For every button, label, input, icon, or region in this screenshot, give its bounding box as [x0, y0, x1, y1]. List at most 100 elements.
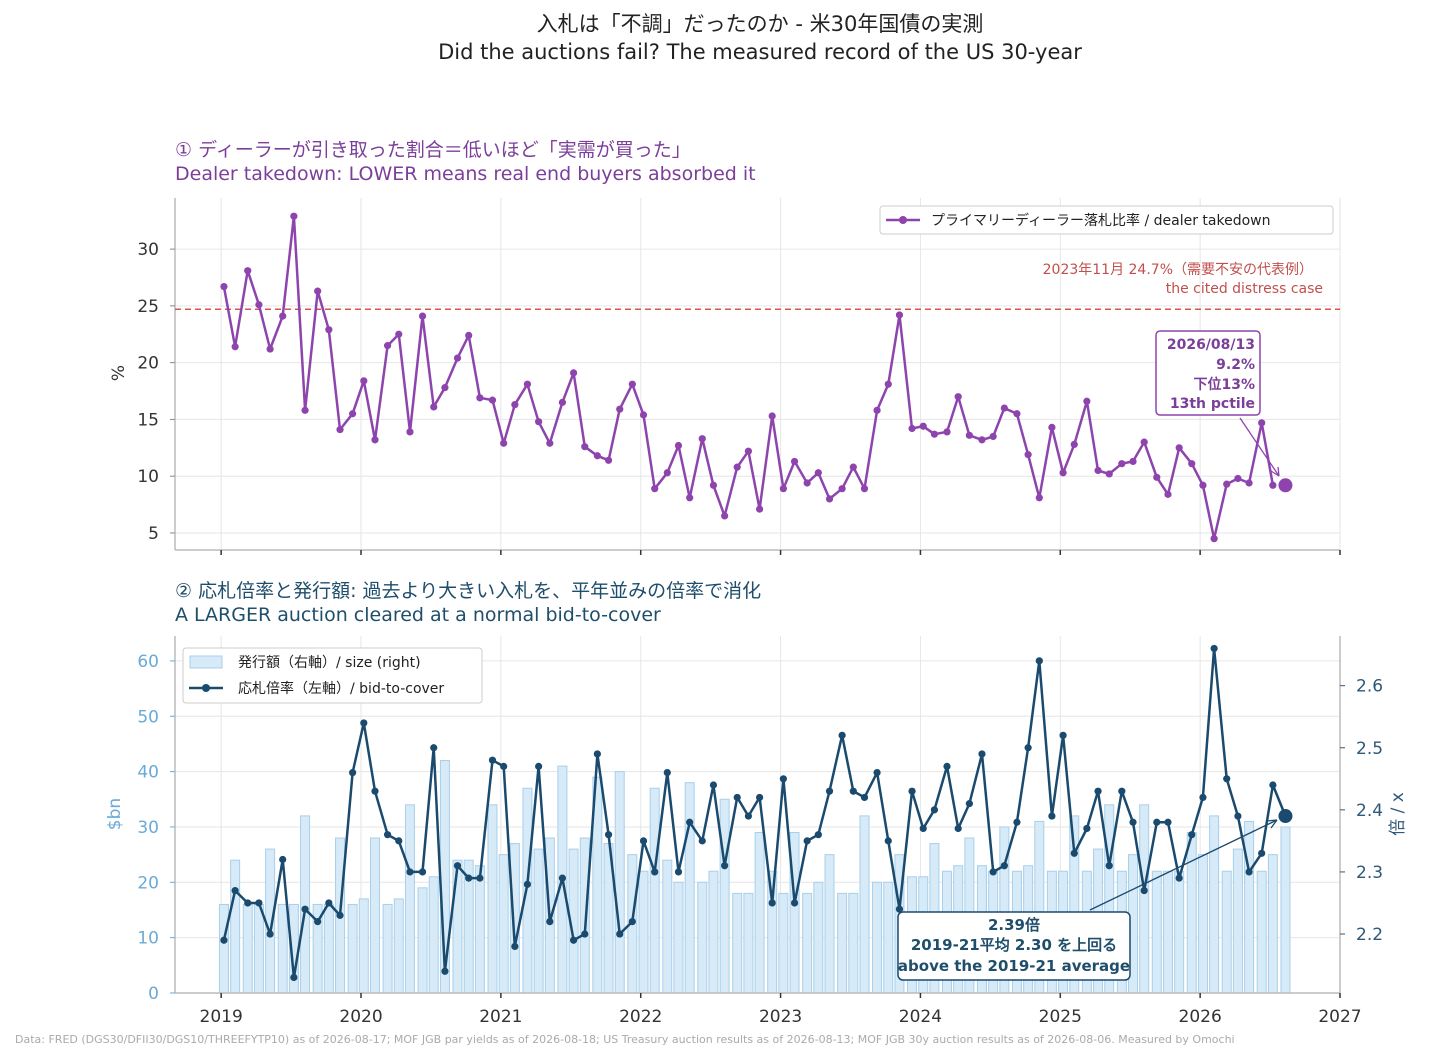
issue-size-bar — [754, 831, 765, 994]
bid-to-cover-point — [488, 756, 497, 764]
dealer-takedown-point — [1105, 470, 1113, 478]
issue-size-bar — [382, 903, 393, 994]
bid-to-cover-point — [849, 787, 857, 795]
dealer-takedown-point — [558, 398, 567, 406]
dealer-takedown-point — [290, 212, 298, 220]
dealer-takedown-point — [686, 494, 694, 502]
panel1-ytick-label: 15 — [137, 410, 159, 430]
bid-to-cover-point — [674, 868, 683, 876]
bid-to-cover-point — [511, 942, 519, 951]
bid-to-cover-point — [978, 750, 986, 758]
dealer-takedown-point — [884, 380, 892, 388]
btc-annotation: 2.39倍 2019-21平均 2.30 を上回る above the 2019… — [897, 819, 1278, 981]
panel2-ytick-left-label: 40 — [137, 763, 159, 783]
issue-size-bar — [859, 815, 870, 994]
issue-size-bar — [1280, 826, 1291, 994]
dealer-takedown-point — [965, 431, 973, 439]
bid-to-cover-point — [255, 899, 263, 907]
panel2-xtick-label: 2021 — [479, 1007, 522, 1027]
issue-size-bar — [1151, 870, 1162, 994]
dealer-takedown-point — [1188, 460, 1196, 468]
issue-size-bar — [509, 843, 520, 994]
bid-to-cover-point — [1188, 831, 1196, 839]
bid-to-cover-point — [1118, 787, 1126, 795]
panel2-subtitle-en: A LARGER auction cleared at a normal bid… — [175, 604, 661, 626]
issue-size-bar — [369, 837, 380, 994]
dealer-takedown-point — [663, 469, 671, 477]
issue-size-bar — [614, 771, 625, 994]
bid-to-cover-point — [686, 818, 694, 826]
bid-to-cover-point — [709, 781, 718, 789]
panel2-xtick-label: 2026 — [1179, 1007, 1222, 1027]
bid-to-cover-point — [325, 899, 333, 907]
issue-size-bar — [697, 881, 708, 994]
dealer-takedown-point — [1269, 481, 1277, 489]
bid-to-cover-point — [418, 868, 427, 876]
dealer-takedown-point — [908, 424, 916, 433]
dealer-takedown-point — [383, 342, 392, 350]
issue-size-bar — [1209, 815, 1220, 994]
issue-size-bar — [1221, 870, 1232, 994]
panel2-ytick-right-label: 2.3 — [1356, 863, 1383, 883]
panel2-ytick-right-label: 2.6 — [1356, 677, 1383, 697]
issue-size-bar — [872, 881, 883, 994]
issue-size-bar — [708, 870, 719, 994]
btc-annotation-line-3: above the 2019-21 average — [898, 957, 1130, 975]
bid-to-cover-point — [825, 787, 834, 795]
dealer-takedown-point — [360, 377, 368, 385]
bid-to-cover-point — [908, 787, 916, 795]
dealer-annotation-box — [1155, 330, 1261, 416]
issue-size-bar — [533, 848, 544, 994]
dealer-annotation-arrow — [1239, 417, 1280, 477]
dealer-annotation-line-3: 下位13% — [1193, 376, 1255, 393]
dealer-takedown-point — [721, 512, 729, 520]
dealer-takedown-point — [604, 456, 613, 464]
bid-to-cover-point — [220, 936, 228, 944]
dealer-takedown-point — [674, 441, 683, 450]
dealer-takedown-point — [1059, 469, 1067, 477]
panel1-ytick-label: 10 — [137, 467, 159, 487]
panel2-ylabel-left: $bn — [105, 798, 125, 830]
bid-to-cover-point — [1000, 862, 1008, 870]
bid-to-cover-point — [395, 837, 403, 845]
dealer-takedown-point — [1000, 404, 1008, 412]
panel1-subtitle-en: Dealer takedown: LOWER means real end bu… — [175, 163, 756, 185]
issue-size-bar — [1244, 820, 1255, 994]
issue-size-bar — [323, 903, 334, 994]
bid-to-cover-point — [639, 837, 648, 845]
size-legend-swatch-icon — [189, 655, 223, 669]
panel2-legend-box — [182, 647, 483, 704]
panel2-ytick-left-label: 10 — [137, 929, 159, 949]
dealer-takedown-point — [1083, 397, 1091, 405]
bid-to-cover-point — [768, 899, 776, 907]
bid-to-cover-point — [535, 762, 543, 770]
issue-size-bar — [1256, 870, 1267, 994]
dealer-takedown-point — [1013, 410, 1021, 418]
bid-to-cover-point — [919, 824, 927, 833]
btc-legend-label: 応札倍率（左軸）/ bid-to-cover — [238, 680, 444, 697]
issue-size-bar — [824, 854, 835, 994]
bid-to-cover-point — [930, 806, 939, 814]
panel1-ytick-label: 5 — [148, 524, 159, 544]
dealer-takedown-point — [406, 428, 414, 436]
issue-size-bar — [1139, 804, 1150, 994]
dealer-takedown-point — [1164, 490, 1172, 498]
dealer-takedown-point — [838, 485, 846, 493]
issue-size-bar — [1174, 870, 1185, 994]
dealer-takedown-point — [511, 401, 519, 409]
panel2-xtick-label: 2024 — [899, 1007, 942, 1027]
bid-to-cover-point — [814, 831, 822, 839]
dealer-takedown-point — [639, 411, 648, 419]
dealer-takedown-point — [825, 495, 834, 503]
dealer-takedown-point — [849, 463, 857, 471]
bid-to-cover-point — [943, 762, 951, 770]
dealer-takedown-point — [1070, 440, 1078, 448]
issue-size-bar — [428, 876, 439, 994]
dealer-takedown-point — [803, 479, 811, 487]
bid-to-cover-point — [1153, 818, 1161, 826]
bid-to-cover-series — [220, 644, 1293, 982]
bid-to-cover-point — [290, 973, 298, 982]
issue-size-bar — [673, 881, 684, 994]
btc-annotation-arrow — [1089, 819, 1278, 911]
bid-to-cover-point — [453, 862, 462, 870]
